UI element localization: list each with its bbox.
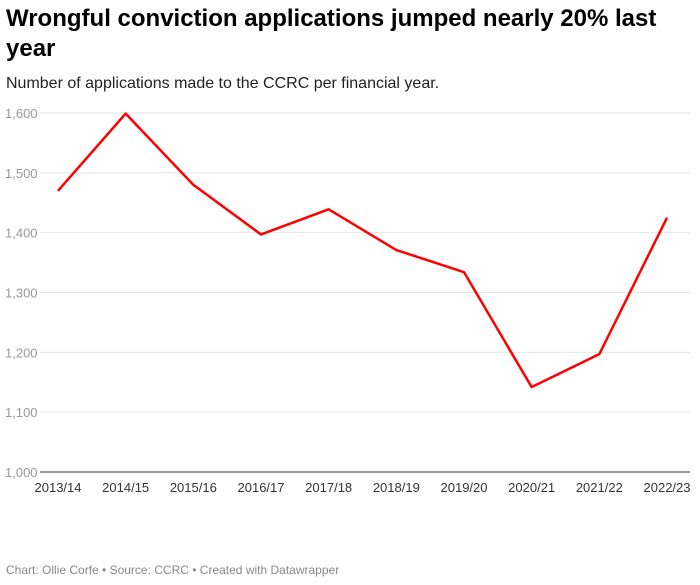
x-tick-label: 2016/17	[238, 480, 285, 495]
x-tick-label: 2013/14	[35, 480, 82, 495]
chart-footer: Chart: Ollie Corfe • Source: CCRC • Crea…	[6, 563, 340, 577]
y-tick-label: 1,200	[5, 345, 38, 360]
y-tick-label: 1,500	[5, 166, 38, 181]
y-tick-label: 1,100	[5, 405, 38, 420]
y-tick-label: 1,400	[5, 226, 38, 241]
x-tick-label: 2015/16	[170, 480, 217, 495]
x-tick-label: 2019/20	[441, 480, 488, 495]
y-tick-label: 1,300	[5, 286, 38, 301]
x-tick-label: 2021/22	[576, 480, 623, 495]
series-line	[57, 112, 669, 389]
y-tick-label: 1,000	[5, 465, 38, 480]
chart-subtitle: Number of applications made to the CCRC …	[6, 75, 440, 92]
x-tick-label: 2018/19	[373, 480, 420, 495]
x-tick-label: 2020/21	[508, 480, 555, 495]
line-chart: 1,000 1,100 1,200 1,300 1,400 1,500 1,600 2013/…	[5, 106, 691, 495]
chart-title: Wrongful conviction applications jumped …	[6, 5, 657, 62]
x-tick-label: 2014/15	[102, 480, 149, 495]
x-tick-label: 2017/18	[305, 480, 352, 495]
y-tick-label: 1,600	[5, 106, 38, 121]
x-tick-label: 2022/23	[644, 480, 691, 495]
